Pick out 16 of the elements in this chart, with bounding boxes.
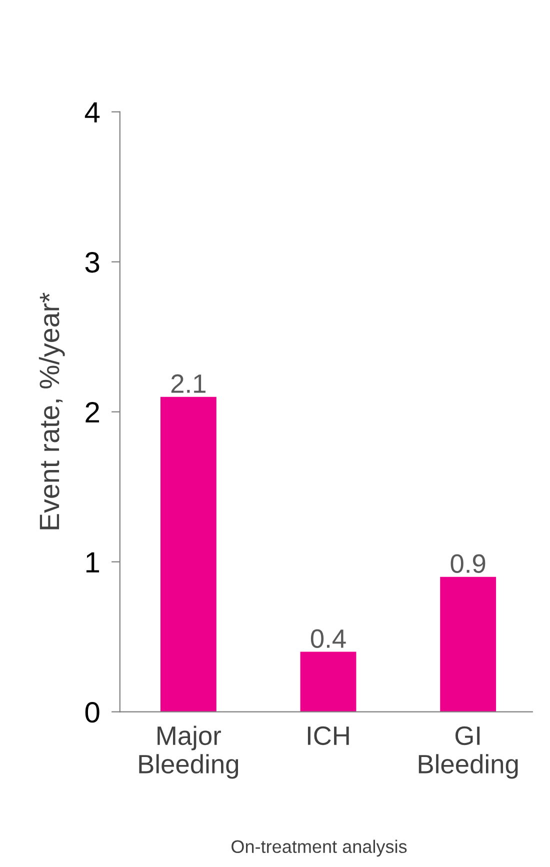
- y-tick-label: 1: [86, 552, 100, 572]
- data-label: 2.1: [171, 374, 206, 393]
- bar: [160, 396, 216, 712]
- y-tick-label: 0: [85, 702, 100, 723]
- x-tick-label: ICH: [308, 726, 349, 746]
- y-tick-label: 3: [85, 252, 100, 273]
- y-tick-label: 2: [86, 402, 99, 422]
- bar: [440, 576, 496, 712]
- y-axis-title: Event rate, %/year*: [38, 292, 65, 530]
- x-tick-label: GI Bleeding: [418, 726, 518, 779]
- text: On-treatment analysis: [232, 840, 407, 857]
- data-label: 0.4: [310, 629, 346, 648]
- bar: [300, 652, 356, 712]
- y-tick-label: 4: [84, 102, 100, 122]
- x-tick-label: Major Bleeding: [139, 726, 238, 779]
- data-label: 0.9: [450, 554, 486, 573]
